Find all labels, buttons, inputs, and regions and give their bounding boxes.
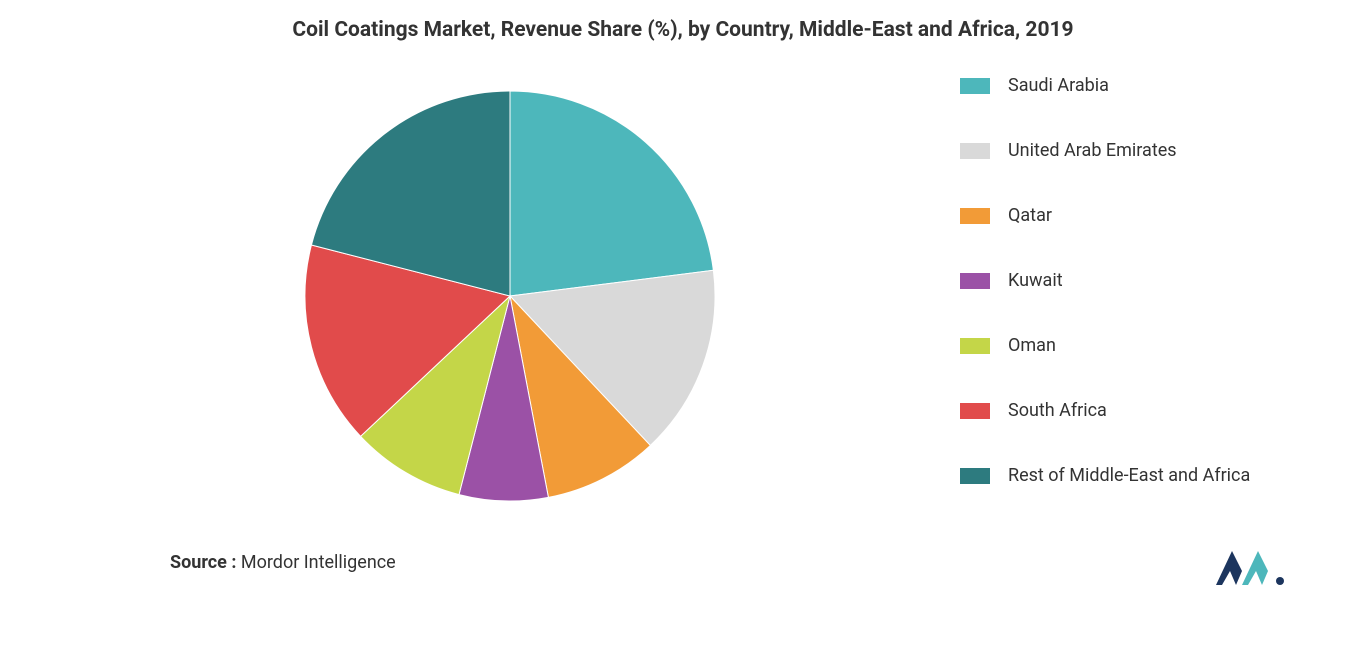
legend-item: South Africa xyxy=(960,400,1320,421)
legend-item: Kuwait xyxy=(960,270,1320,291)
legend-label: Oman xyxy=(1008,335,1056,356)
legend: Saudi Arabia United Arab Emirates Qatar Kuw… xyxy=(960,75,1320,530)
brand-logo xyxy=(1212,541,1302,591)
legend-label: South Africa xyxy=(1008,400,1107,421)
legend-label: Rest of Middle-East and Africa xyxy=(1008,465,1250,486)
source-value: Mordor Intelligence xyxy=(241,552,396,573)
legend-item: Saudi Arabia xyxy=(960,75,1320,96)
logo-bar-icon xyxy=(1216,551,1242,585)
legend-item: Rest of Middle-East and Africa xyxy=(960,465,1320,486)
legend-item: Qatar xyxy=(960,205,1320,226)
legend-swatch xyxy=(960,338,990,354)
pie-svg xyxy=(300,86,720,506)
legend-label: Qatar xyxy=(1008,205,1052,226)
legend-item: Oman xyxy=(960,335,1320,356)
source-line: Source : Mordor Intelligence xyxy=(170,552,396,573)
legend-swatch xyxy=(960,273,990,289)
legend-label: United Arab Emirates xyxy=(1008,140,1177,161)
legend-swatch xyxy=(960,143,990,159)
brand-logo-svg xyxy=(1212,541,1302,591)
legend-swatch xyxy=(960,78,990,94)
pie-chart xyxy=(300,86,720,506)
legend-label: Saudi Arabia xyxy=(1008,75,1109,96)
pie-slice xyxy=(510,91,713,296)
legend-label: Kuwait xyxy=(1008,270,1063,291)
source-label: Source : xyxy=(170,552,236,573)
legend-item: United Arab Emirates xyxy=(960,140,1320,161)
legend-swatch xyxy=(960,208,990,224)
logo-bar-icon xyxy=(1242,551,1268,585)
chart-title: Coil Coatings Market, Revenue Share (%),… xyxy=(0,18,1366,42)
logo-dot-icon xyxy=(1276,577,1284,585)
chart-container: { "chart": { "type": "pie", "title": "Co… xyxy=(0,0,1366,655)
legend-swatch xyxy=(960,403,990,419)
legend-swatch xyxy=(960,468,990,484)
